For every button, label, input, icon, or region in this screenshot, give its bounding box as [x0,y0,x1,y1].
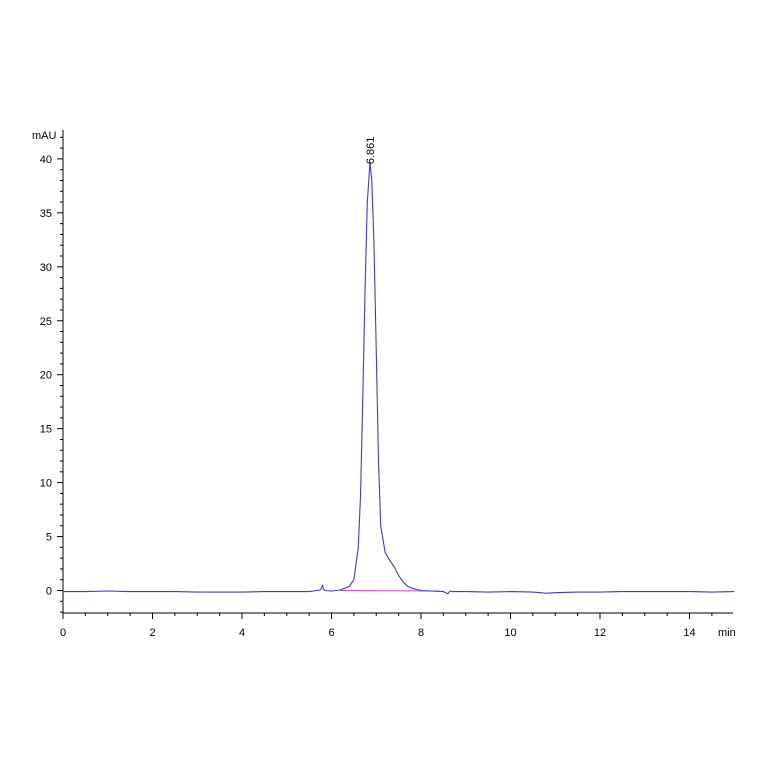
x-tick-label: 6 [328,627,334,639]
y-tick-label: 10 [40,478,52,490]
y-tick-label: 35 [40,208,52,220]
y-tick-label: 15 [40,424,52,436]
y-tick-label: 20 [40,370,52,382]
x-tick-label: 14 [683,627,695,639]
x-axis: 0 2 4 6 8 10 12 14 min [60,612,736,639]
chromatogram-trace [63,161,735,595]
x-tick-label: 4 [239,627,245,639]
y-tick-label: 40 [40,154,52,166]
x-tick-label: 10 [504,627,516,639]
y-axis-title: mAU [32,130,57,142]
x-tick-label: 0 [60,627,66,639]
x-tick-label: 12 [594,627,606,639]
y-tick-label: 5 [46,532,52,544]
peak-retention-label: 6.861 [365,137,377,165]
y-axis: 0 5 10 15 20 25 30 35 40 mAU [32,130,64,613]
x-tick-label: 2 [149,627,155,639]
y-tick-label: 30 [40,262,52,274]
x-axis-title: min [718,627,736,639]
y-tick-label: 0 [46,586,52,598]
x-tick-label: 8 [418,627,424,639]
y-tick-label: 25 [40,316,52,328]
